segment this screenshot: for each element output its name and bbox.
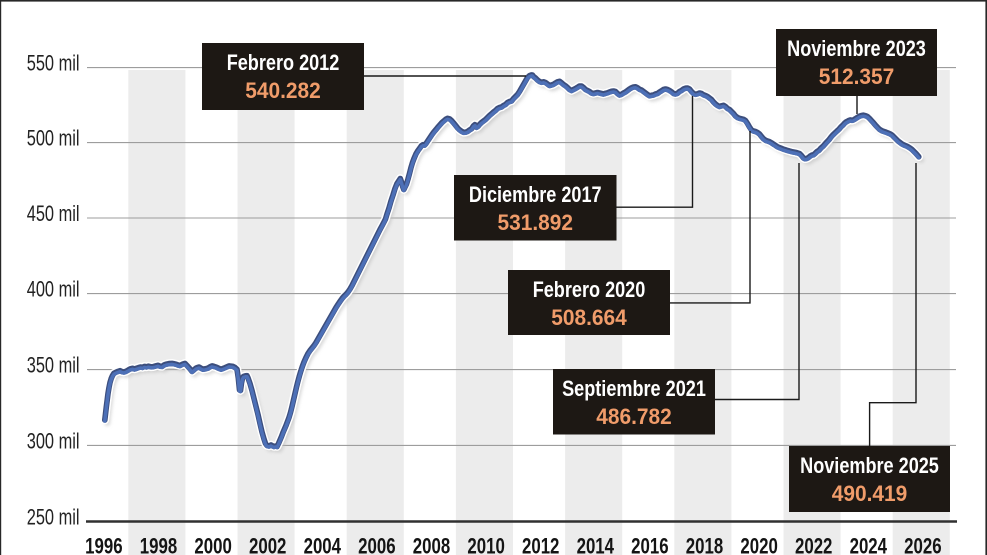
svg-text:300 mil: 300 mil — [27, 429, 80, 454]
svg-text:2006: 2006 — [358, 534, 396, 555]
svg-text:512.357: 512.357 — [819, 65, 894, 90]
svg-text:2014: 2014 — [577, 534, 615, 555]
svg-text:1996: 1996 — [85, 534, 123, 555]
svg-text:2012: 2012 — [522, 534, 560, 555]
svg-text:2008: 2008 — [413, 534, 451, 555]
svg-text:250 mil: 250 mil — [27, 505, 80, 530]
svg-text:Febrero 2012: Febrero 2012 — [227, 51, 340, 75]
svg-text:Septiembre 2021: Septiembre 2021 — [562, 377, 706, 401]
svg-text:550 mil: 550 mil — [27, 51, 80, 76]
svg-text:500 mil: 500 mil — [27, 126, 80, 151]
svg-text:508.664: 508.664 — [551, 306, 627, 331]
svg-text:2020: 2020 — [740, 534, 778, 555]
svg-text:Noviembre 2025: Noviembre 2025 — [800, 454, 939, 478]
svg-text:Noviembre 2023: Noviembre 2023 — [787, 37, 926, 61]
svg-text:2000: 2000 — [194, 534, 232, 555]
svg-text:Febrero 2020: Febrero 2020 — [533, 278, 646, 302]
svg-text:2002: 2002 — [249, 534, 287, 555]
svg-text:2018: 2018 — [686, 534, 724, 555]
svg-text:540.282: 540.282 — [245, 79, 321, 104]
svg-text:350 mil: 350 mil — [27, 353, 80, 378]
svg-text:2004: 2004 — [304, 534, 342, 555]
svg-text:486.782: 486.782 — [596, 405, 672, 430]
svg-text:2024: 2024 — [850, 534, 888, 555]
svg-text:2022: 2022 — [795, 534, 833, 555]
svg-text:490.419: 490.419 — [832, 482, 908, 507]
svg-text:Diciembre 2017: Diciembre 2017 — [469, 183, 602, 207]
svg-text:2016: 2016 — [631, 534, 669, 555]
svg-text:450 mil: 450 mil — [27, 202, 80, 227]
svg-text:2026: 2026 — [904, 534, 942, 555]
svg-text:2010: 2010 — [467, 534, 505, 555]
svg-text:531.892: 531.892 — [498, 211, 574, 236]
svg-text:400 mil: 400 mil — [27, 277, 80, 302]
svg-text:1998: 1998 — [140, 534, 178, 555]
